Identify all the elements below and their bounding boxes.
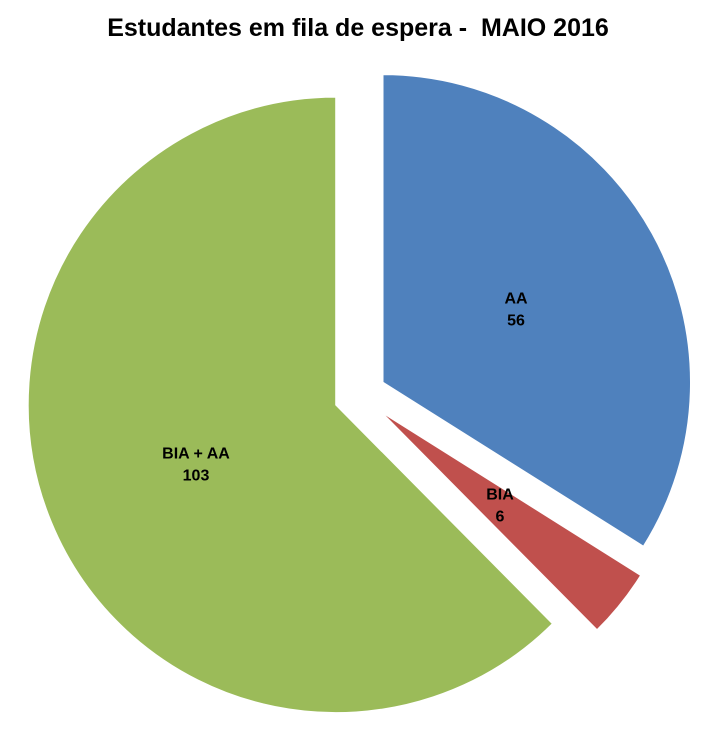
pie-slice-bia-aa — [27, 96, 554, 714]
pie-slice-bia — [379, 410, 642, 632]
pie-slice-aa — [382, 73, 692, 548]
chart-title: Estudantes em fila de espera - MAIO 2016 — [107, 14, 609, 42]
